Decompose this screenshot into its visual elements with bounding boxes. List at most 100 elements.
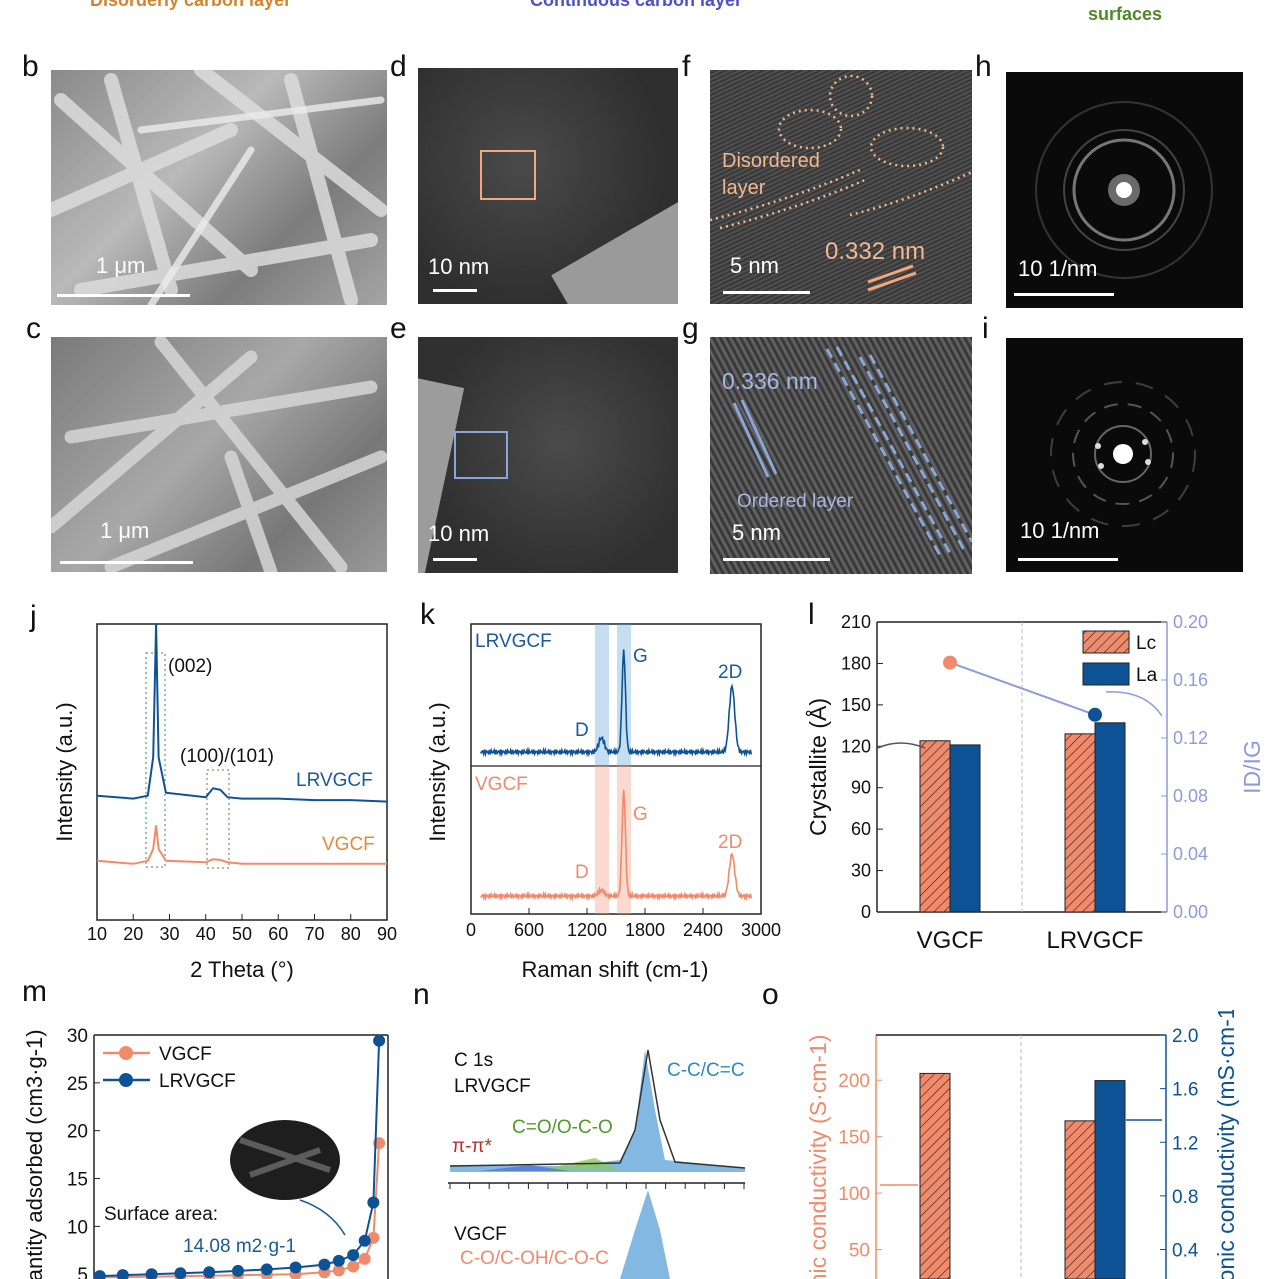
y2-tick-label: 1.2 — [1172, 1133, 1198, 1154]
series-line-vgcf — [479, 789, 753, 902]
bar-la — [949, 744, 981, 913]
ratio-line — [949, 661, 1096, 716]
y-tick-label: 15 — [67, 1170, 88, 1191]
scale-bar-f — [723, 291, 810, 294]
scale-bar-e — [433, 558, 477, 561]
lattice-spacing-g: 0.336 nm — [722, 368, 818, 394]
scale-label-h: 10 1/nm — [1018, 256, 1098, 281]
data-point — [367, 1196, 380, 1209]
scale-label-i: 10 1/nm — [1020, 518, 1100, 543]
y-ticks-m: 5 10 15 20 25 30 — [67, 1026, 100, 1279]
y-tick-label: 30 — [67, 1026, 88, 1047]
x-cat-lrvgcf: LRVGCF — [1047, 927, 1144, 954]
panel-label-m: m — [22, 975, 47, 1008]
peak-d-top: D — [575, 720, 589, 741]
scale-bar-c — [60, 561, 193, 564]
tem-image-lrvgcf: 10 nm — [418, 337, 678, 573]
legend-marker-vgcf — [119, 1046, 133, 1060]
x-tick-label: 0 — [466, 920, 476, 940]
x-tick-label: 2400 — [683, 920, 723, 940]
diffraction-pattern — [1035, 101, 1213, 279]
hrtem-overlay — [710, 74, 972, 292]
y2-label-l: ID/IG — [1239, 740, 1265, 794]
data-point — [260, 1263, 273, 1276]
x-tick-label: 1800 — [625, 920, 665, 940]
x-tick-label: 80 — [341, 924, 361, 944]
x-tick-label: 1200 — [567, 920, 607, 940]
vgcf-peak-fill — [620, 1190, 670, 1279]
panel-label-k: k — [420, 598, 435, 631]
y-tick-label: 0 — [861, 902, 871, 922]
y2-tick-label: 0.08 — [1173, 786, 1208, 806]
data-point — [373, 1034, 386, 1047]
legend-la: La — [1136, 665, 1158, 686]
data-point — [358, 1252, 371, 1265]
y-tick-label: 30 — [851, 861, 871, 881]
co-label: C=O/O-C-O — [512, 1117, 613, 1138]
x-tick-label: 600 — [514, 920, 544, 940]
x-tick-label: 3000 — [741, 920, 781, 940]
panel-label-i: i — [982, 312, 989, 345]
ratio-point-lrvgcf — [1088, 707, 1102, 722]
y-tick-label: 10 — [67, 1217, 88, 1238]
x-tick-label: 60 — [268, 924, 288, 944]
lrvgcf-envelope — [449, 1049, 746, 1169]
scale-bar-h — [1014, 293, 1114, 296]
scale-label-g: 5 nm — [732, 520, 781, 545]
y-tick-label: 90 — [851, 778, 871, 798]
legend-lc: Lc — [1136, 633, 1156, 654]
arrow-left-l — [877, 742, 926, 749]
panel-label-n: n — [413, 978, 430, 1011]
legend-marker-lrvgcf — [119, 1073, 133, 1087]
fiber-texture — [51, 337, 387, 572]
data-point — [174, 1267, 187, 1279]
x-ticks-n — [449, 1183, 745, 1189]
scale-label-b: 1 μm — [96, 253, 146, 278]
peak-d-bottom: D — [575, 862, 589, 883]
arrow-right-l — [1105, 691, 1163, 717]
y2-tick-label: 0.8 — [1172, 1187, 1198, 1208]
y-tick-label: 210 — [841, 612, 871, 632]
pi-peak-fill — [480, 1165, 570, 1171]
x-ticks-j: 10 20 30 40 50 60 70 80 90 — [87, 914, 397, 944]
ordered-layer-label: Ordered layer — [737, 491, 854, 512]
series-line-lrvgcf — [479, 649, 753, 758]
scale-label-f: 5 nm — [730, 253, 779, 278]
y-label-m: Quantity adsorbed (cm3·g-1) — [22, 1029, 47, 1279]
x-cat-vgcf: VGCF — [917, 927, 984, 954]
plot-frame-k — [470, 623, 762, 915]
panel-label-b: b — [22, 50, 39, 83]
header-middle-text: Continuous carbon layer — [530, 0, 743, 10]
data-point — [347, 1249, 360, 1262]
saed-image-vgcf: 10 1/nm — [1006, 72, 1243, 308]
c1s-label: C 1s — [454, 1050, 493, 1071]
y2-label-o: Electronic conductivity (mS·cm-1) — [1213, 1010, 1239, 1279]
data-point — [145, 1268, 158, 1279]
scale-label-d: 10 nm — [428, 254, 490, 279]
y-tick-label: 25 — [67, 1074, 88, 1095]
peak-2d-bottom: 2D — [718, 832, 742, 853]
chart-o: 50 100 150 200 0.4 0.8 1.2 1.6 2.0 Ionic conduct… — [805, 1010, 1239, 1279]
panel-label-f: f — [682, 50, 691, 83]
y2-tick-label: 0.16 — [1173, 670, 1208, 690]
inset-arrow — [299, 1199, 346, 1236]
data-point — [332, 1254, 345, 1267]
y2-tick-label: 0.04 — [1173, 844, 1208, 864]
bars-o — [919, 1072, 1126, 1279]
x-tick-label: 50 — [232, 924, 252, 944]
zoom-box-d — [480, 150, 536, 200]
legend-lrvgcf-m: LRVGCF — [159, 1071, 236, 1092]
header-right-text: surfaces — [1088, 4, 1163, 24]
peak-g-top: G — [633, 646, 648, 667]
series-lines-k — [479, 649, 753, 902]
peak-box-100 — [206, 769, 230, 869]
lattice-spacing-f: 0.332 nm — [825, 238, 926, 265]
y-tick-label: 50 — [849, 1241, 870, 1262]
x-tick-label: 20 — [123, 924, 143, 944]
data-point — [358, 1234, 371, 1247]
chart-j: 10 20 30 40 50 60 70 80 90 (002) (100)/(101) LRV… — [52, 623, 397, 982]
bar-ionic — [919, 1072, 951, 1279]
annotation-100-101: (100)/(101) — [180, 746, 274, 767]
y-ticks-l: 0 30 60 90 120 150 180 210 0.00 0.04 0.08 0.12 0.16 0… — [841, 612, 1208, 922]
data-point — [289, 1261, 302, 1274]
